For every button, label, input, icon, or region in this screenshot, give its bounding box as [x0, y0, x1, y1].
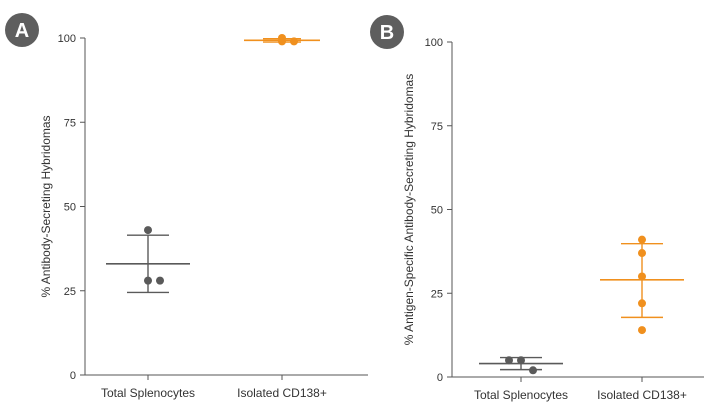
x-tick-label: Total Splenocytes — [101, 386, 195, 400]
y-tick-label: 0 — [437, 372, 443, 384]
y-tick-label: 75 — [64, 117, 76, 129]
data-point — [144, 226, 152, 235]
y-axis-label: % Antigen-Specific Antibody-Secreting Hy… — [402, 74, 416, 345]
y-tick-label: 25 — [431, 288, 443, 300]
y-tick-label: 50 — [64, 202, 76, 214]
data-point — [638, 326, 646, 335]
y-tick-label: 100 — [58, 33, 76, 45]
y-tick-label: 75 — [431, 121, 443, 133]
y-tick-label: 0 — [70, 370, 76, 382]
panel-badge — [5, 13, 39, 47]
data-point — [156, 276, 164, 285]
data-point — [638, 235, 646, 244]
chart-panel-a: A 0 25 50 75 100 % Antibody-Secreting Hybridom… — [5, 13, 368, 400]
x-tick-label: Isolated CD138+ — [237, 386, 327, 400]
y-tick-label: 25 — [64, 286, 76, 298]
panel-badge-label: A — [15, 20, 29, 42]
y-tick-label: 100 — [425, 37, 443, 49]
x-tick-label: Isolated CD138+ — [597, 388, 687, 402]
panel-badge — [370, 15, 404, 49]
y-tick-label: 50 — [431, 205, 443, 217]
x-tick-label: Total Splenocytes — [474, 388, 568, 402]
chart-panel-b: B 0 25 50 75 100 % Antigen-Specific Antibody-S… — [370, 15, 704, 402]
y-axis-label: % Antibody-Secreting Hybridomas — [39, 115, 53, 297]
panel-badge-label: B — [380, 22, 394, 44]
